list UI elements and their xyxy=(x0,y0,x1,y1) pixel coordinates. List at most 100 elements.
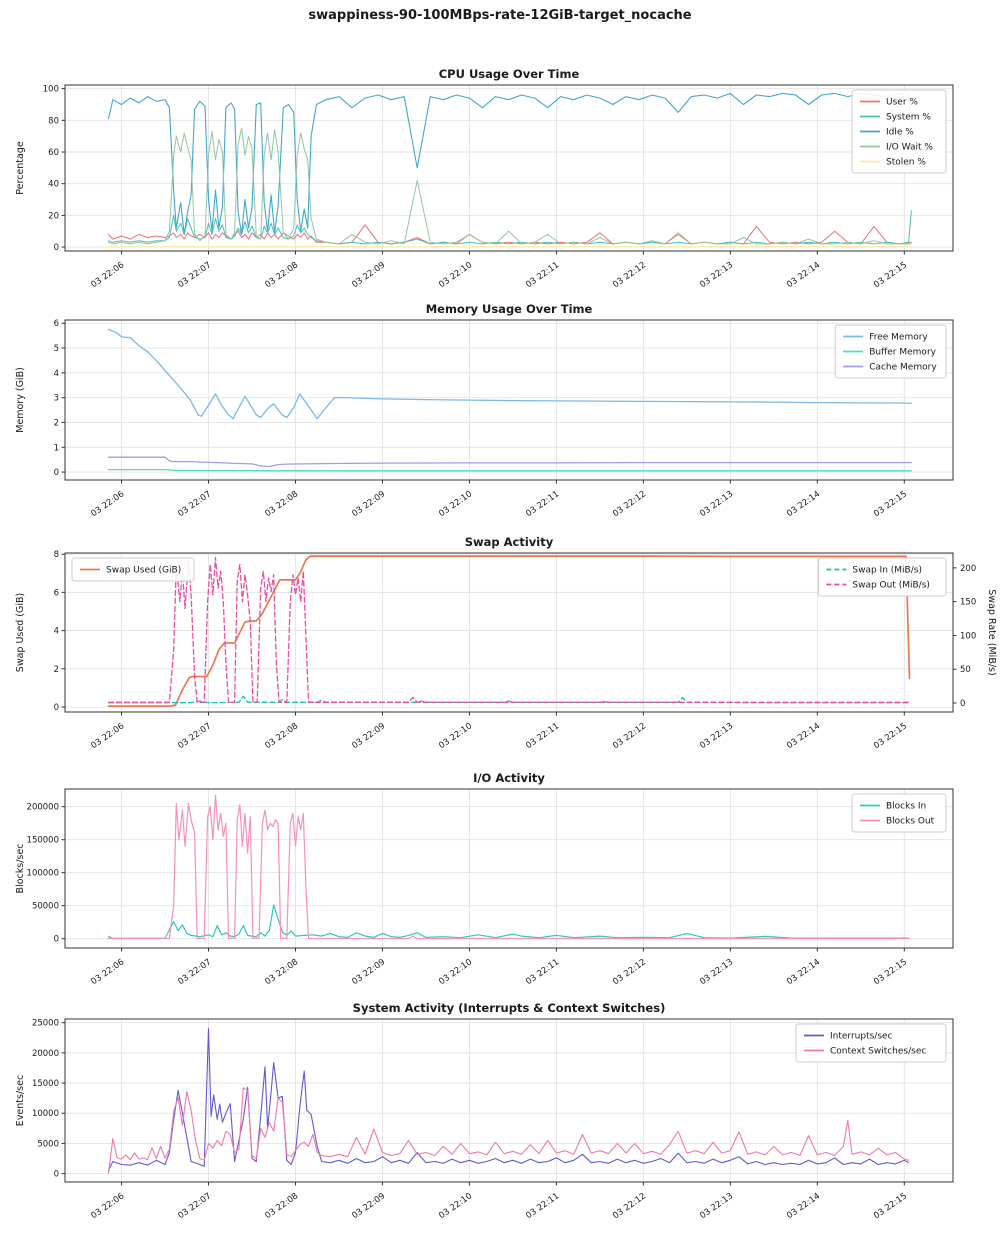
y-tick-label: 5 xyxy=(54,344,59,354)
legend-label: Idle % xyxy=(886,128,914,138)
y-tick-label: 0 xyxy=(54,468,59,478)
idle-series xyxy=(107,92,912,235)
y-tick-label: 20 xyxy=(48,211,59,221)
x-tick-label: 03 22:11 xyxy=(524,260,561,290)
x-tick-label: 03 22:15 xyxy=(872,957,909,987)
chart-title: Memory Usage Over Time xyxy=(426,302,593,316)
legend-label: Swap In (MiB/s) xyxy=(852,566,922,576)
x-tick-label: 03 22:13 xyxy=(698,721,735,751)
x-tick-label: 03 22:07 xyxy=(176,260,213,290)
y-tick-label: 0 xyxy=(54,243,59,253)
x-tick-label: 03 22:12 xyxy=(611,721,648,751)
y-axis-label: Blocks/sec xyxy=(15,844,26,894)
legend: Swap Used (GiB) xyxy=(71,557,195,582)
blocks-out-series xyxy=(107,794,910,940)
io-activity-chart: 03 22:06 03 22:07 03 22:08 03 22:09 03 22:10… xyxy=(15,771,954,987)
x-tick-label: 03 22:15 xyxy=(872,260,909,290)
y-tick-label: 6 xyxy=(54,319,59,329)
plot-border xyxy=(64,319,954,481)
y-axis-label: Swap Used (GiB) xyxy=(15,593,26,672)
series-group xyxy=(107,794,910,940)
figure-title: swappiness-90-100MBps-rate-12GiB-target_… xyxy=(308,8,691,23)
y-tick-label: 80 xyxy=(48,116,59,126)
right-y-tick-label: 150 xyxy=(960,598,976,608)
plot-border xyxy=(64,1018,954,1183)
x-tick-label: 03 22:13 xyxy=(698,489,735,519)
x-tick-label: 03 22:10 xyxy=(437,957,474,987)
x-tick-label: 03 22:13 xyxy=(698,957,735,987)
i-o-wait-series xyxy=(108,127,912,245)
y-tick-label: 20000 xyxy=(32,1049,59,1059)
legend-label: Buffer Memory xyxy=(869,348,936,358)
chart-title: Swap Activity xyxy=(465,535,554,549)
context-switches-sec-series xyxy=(107,1087,910,1174)
swap-out-mib-s-series xyxy=(107,557,910,703)
legend-box xyxy=(795,1023,947,1063)
x-tick-label: 03 22:14 xyxy=(785,957,822,987)
x-tick-label: 03 22:11 xyxy=(524,1191,561,1221)
y-tick-label: 8 xyxy=(54,550,59,560)
legend: Interrupts/sec Context Switches/sec xyxy=(795,1023,947,1063)
y-tick-label: 5000 xyxy=(37,1139,59,1149)
x-tick-label: 03 22:11 xyxy=(524,489,561,519)
y-tick-label: 4 xyxy=(54,627,59,637)
system-activity-chart: 03 22:06 03 22:07 03 22:08 03 22:09 03 22:10… xyxy=(15,1001,954,1221)
y-tick-label: 2 xyxy=(54,418,59,428)
legend: Free Memory Buffer Memory Cache Memory xyxy=(834,324,947,379)
x-tick-label: 03 22:07 xyxy=(176,721,213,751)
y-tick-label: 10000 xyxy=(32,1109,59,1119)
plot-border xyxy=(64,552,954,713)
grid xyxy=(65,85,953,251)
x-tick-label: 03 22:15 xyxy=(872,489,909,519)
legend-label: Interrupts/sec xyxy=(830,1032,893,1042)
legend-label: I/O Wait % xyxy=(886,143,933,153)
right-y-axis-label: Swap Rate (MiB/s) xyxy=(986,589,997,675)
y-tick-label: 50000 xyxy=(32,902,59,912)
x-tick-label: 03 22:15 xyxy=(872,1191,909,1221)
legend-box xyxy=(834,324,947,379)
y-axis-label: Events/sec xyxy=(15,1075,26,1126)
legend-label: Blocks In xyxy=(886,802,926,812)
memory-usage-chart: 03 22:06 03 22:07 03 22:08 03 22:09 03 22:10… xyxy=(15,302,954,519)
y-tick-label: 1 xyxy=(54,443,59,453)
grid xyxy=(65,789,953,948)
legend-box xyxy=(851,793,947,833)
legend-label: Blocks Out xyxy=(886,817,935,827)
x-tick-label: 03 22:06 xyxy=(89,489,126,519)
x-tick-label: 03 22:14 xyxy=(785,489,822,519)
x-tick-label: 03 22:12 xyxy=(611,1191,648,1221)
grid xyxy=(65,320,953,480)
x-tick-label: 03 22:11 xyxy=(524,957,561,987)
x-tick-label: 03 22:06 xyxy=(89,721,126,751)
y-tick-label: 40 xyxy=(48,180,59,190)
chart-title: CPU Usage Over Time xyxy=(439,67,580,81)
legend: Swap In (MiB/s) Swap Out (MiB/s) xyxy=(817,557,947,597)
x-tick-label: 03 22:10 xyxy=(437,489,474,519)
buffer-memory-series xyxy=(107,468,912,472)
y-tick-label: 100 xyxy=(43,85,59,95)
series-group xyxy=(107,1028,910,1174)
right-y-tick-label: 100 xyxy=(960,631,976,641)
right-y-tick-label: 0 xyxy=(960,699,965,709)
x-tick-label: 03 22:06 xyxy=(89,1191,126,1221)
legend-label: Swap Out (MiB/s) xyxy=(852,581,930,591)
x-tick-label: 03 22:07 xyxy=(176,489,213,519)
legend-label: Cache Memory xyxy=(869,363,937,373)
y-axis-label: Memory (GiB) xyxy=(15,367,26,433)
plot-border xyxy=(64,788,954,949)
legend-label: Swap Used (GiB) xyxy=(106,566,181,576)
swap-used-gib-series xyxy=(107,555,911,707)
y-tick-label: 3 xyxy=(54,394,59,404)
x-tick-label: 03 22:13 xyxy=(698,1191,735,1221)
y-tick-label: 60 xyxy=(48,148,59,158)
series-group xyxy=(107,555,911,707)
x-tick-label: 03 22:09 xyxy=(350,957,387,987)
legend-box xyxy=(71,557,195,582)
free-memory-series xyxy=(107,328,912,420)
x-tick-label: 03 22:09 xyxy=(350,1191,387,1221)
x-tick-label: 03 22:10 xyxy=(437,260,474,290)
x-tick-label: 03 22:07 xyxy=(176,1191,213,1221)
right-y-tick-label: 50 xyxy=(960,665,971,675)
x-tick-label: 03 22:15 xyxy=(872,721,909,751)
